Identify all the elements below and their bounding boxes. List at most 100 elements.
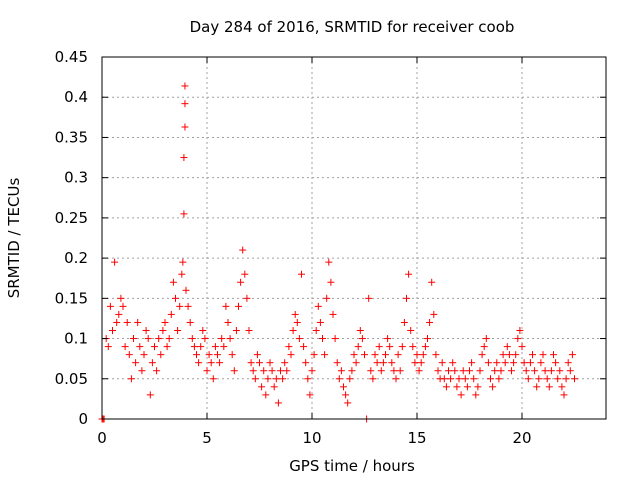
y-tick-label: 0.4 <box>64 88 88 106</box>
data-point <box>167 310 175 318</box>
data-point <box>505 351 513 359</box>
data-point <box>113 318 121 326</box>
data-point <box>501 359 509 367</box>
data-point <box>365 294 373 302</box>
data-point <box>411 359 419 367</box>
data-point <box>327 278 335 286</box>
data-point <box>279 375 287 383</box>
data-point <box>277 367 284 375</box>
data-point <box>295 335 303 343</box>
data-point <box>375 343 383 351</box>
data-point <box>323 294 331 302</box>
data-point <box>503 343 511 351</box>
data-point <box>304 375 312 383</box>
data-point <box>186 318 194 326</box>
data-point <box>285 343 293 351</box>
data-point <box>245 327 253 335</box>
data-point <box>455 375 463 383</box>
data-point <box>148 359 156 367</box>
data-point <box>127 375 135 383</box>
data-point <box>518 343 526 351</box>
data-point <box>403 294 410 302</box>
data-point <box>193 351 200 359</box>
data-point <box>218 335 226 343</box>
data-point <box>241 270 249 278</box>
data-point <box>337 367 345 375</box>
data-point <box>117 294 125 302</box>
data-point <box>430 310 438 318</box>
data-point <box>459 367 467 375</box>
data-point <box>468 359 476 367</box>
data-point <box>306 391 314 399</box>
data-point <box>514 335 522 343</box>
data-point <box>571 375 578 383</box>
data-point <box>421 343 429 351</box>
data-point <box>487 375 494 383</box>
data-point <box>409 343 417 351</box>
data-point <box>531 367 539 375</box>
y-tick-label: 0 <box>78 410 88 428</box>
data-point <box>510 359 518 367</box>
data-point <box>384 335 392 343</box>
data-point <box>201 335 209 343</box>
data-point <box>165 335 173 343</box>
x-tick-label: 5 <box>202 429 212 447</box>
data-point <box>432 351 440 359</box>
data-point <box>262 391 270 399</box>
data-point <box>407 327 415 335</box>
data-point <box>258 383 266 391</box>
data-point <box>449 359 457 367</box>
data-point <box>310 351 318 359</box>
data-point <box>247 359 255 367</box>
data-point <box>533 383 541 391</box>
data-point <box>161 318 169 326</box>
data-point <box>547 367 555 375</box>
data-point <box>190 343 198 351</box>
data-point <box>179 258 187 266</box>
data-point <box>453 383 461 391</box>
data-point <box>556 367 564 375</box>
data-point <box>232 327 240 335</box>
data-point <box>346 375 354 383</box>
data-point <box>109 327 116 335</box>
data-point <box>172 294 179 302</box>
data-point <box>181 123 189 131</box>
y-tick-label: 0.45 <box>55 48 88 66</box>
data-point <box>226 335 234 343</box>
data-point <box>356 327 364 335</box>
data-point <box>476 367 484 375</box>
data-point <box>552 359 560 367</box>
data-point <box>508 367 515 375</box>
data-point <box>512 351 520 359</box>
data-point <box>434 367 442 375</box>
data-point <box>256 359 263 367</box>
y-tick-label: 0.25 <box>55 209 88 227</box>
data-point <box>132 359 140 367</box>
data-point <box>440 375 448 383</box>
data-point <box>283 367 291 375</box>
data-point <box>134 318 142 326</box>
y-axis-label: SRMTID / TECUs <box>5 178 23 299</box>
data-point <box>358 335 366 343</box>
data-point <box>424 335 431 343</box>
data-point <box>281 359 289 367</box>
data-point <box>253 351 261 359</box>
data-point <box>386 343 394 351</box>
data-point <box>274 399 282 407</box>
data-point <box>188 335 196 343</box>
plot-frame <box>101 56 607 420</box>
data-point <box>438 359 446 367</box>
data-point <box>180 154 188 162</box>
chart-title: Day 284 of 2016, SRMTID for receiver coo… <box>190 18 515 36</box>
data-point <box>560 391 568 399</box>
data-point <box>491 367 499 375</box>
data-point <box>382 351 389 359</box>
data-point <box>230 367 238 375</box>
x-axis-label: GPS time / hours <box>289 457 415 475</box>
data-point <box>111 258 119 266</box>
data-point <box>428 278 436 286</box>
data-point <box>155 335 163 343</box>
data-point <box>174 327 182 335</box>
gridlines <box>102 57 606 419</box>
